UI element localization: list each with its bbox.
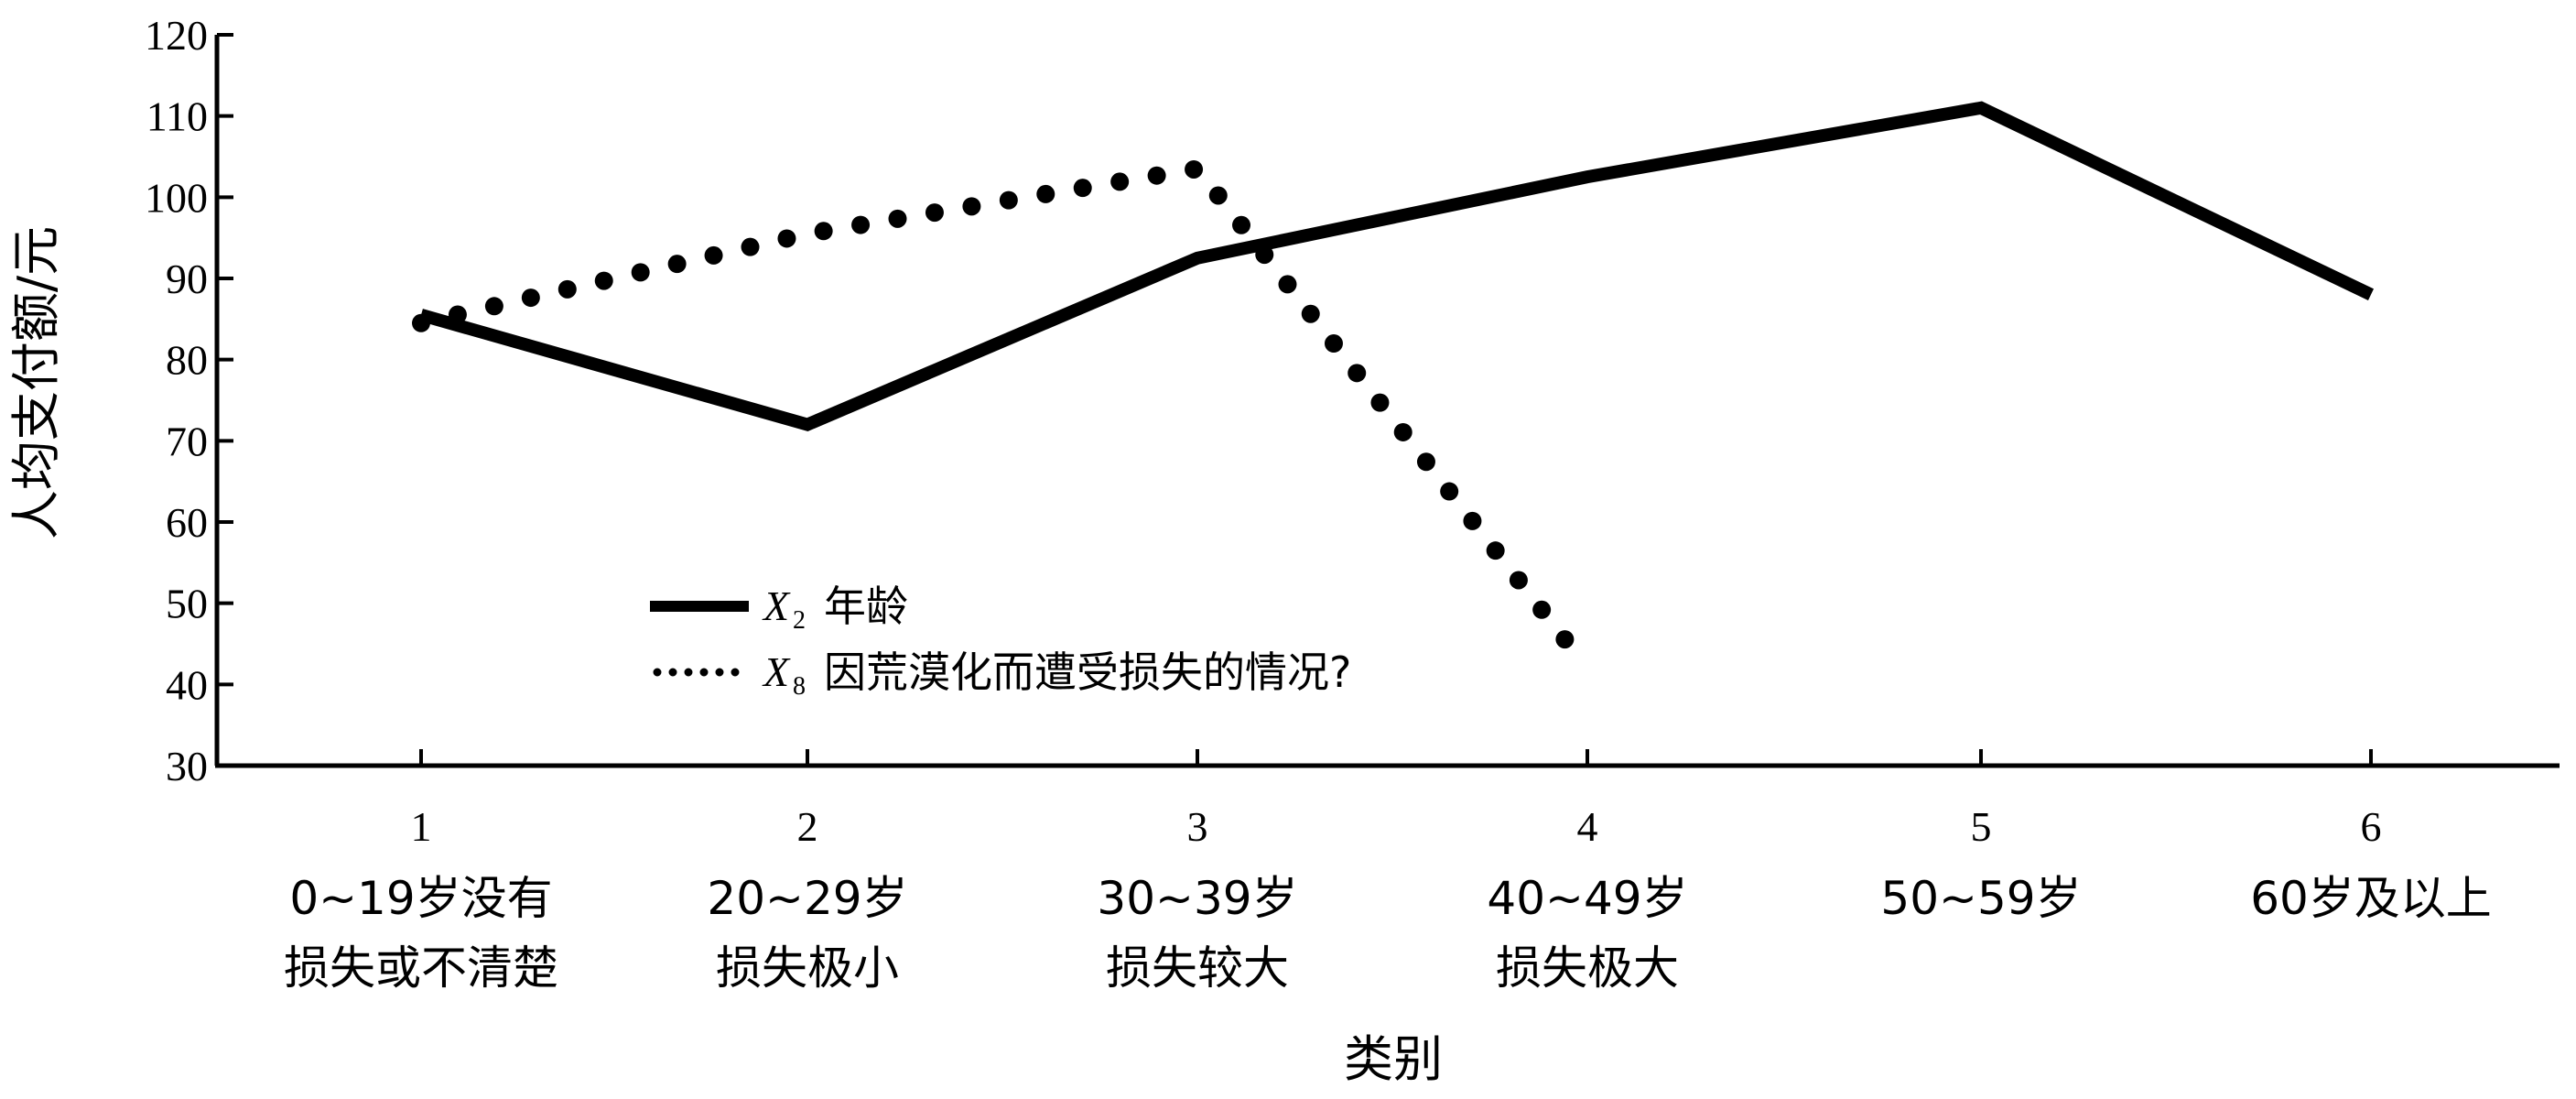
y-tick-label: 30	[166, 743, 208, 789]
y-tick-label: 100	[145, 174, 208, 221]
x-tick-label: 5	[1971, 803, 1992, 850]
x-category-label: 损失较大	[1106, 941, 1289, 995]
x-category-label: 损失或不清楚	[284, 941, 558, 995]
y-tick-label: 50	[166, 581, 208, 627]
x-category-label: 损失极小	[716, 941, 899, 995]
x-category-label: 40~49岁	[1487, 872, 1687, 925]
legend-label-2: 因荒漠化而遭受损失的情况?	[824, 647, 1351, 697]
series-line-1	[419, 101, 2375, 432]
x-tick-label: 1	[411, 803, 432, 850]
legend: X 2 年龄X 8 因荒漠化而遭受损失的情况?	[650, 582, 1351, 701]
y-tick-label: 80	[166, 337, 208, 384]
legend-variable-1: X	[762, 582, 791, 629]
series-layer	[412, 101, 2375, 678]
y-tick-label: 60	[166, 499, 208, 546]
x-tick-label: 3	[1187, 803, 1208, 850]
x-axis-title: 类别	[1344, 1030, 1443, 1088]
series-line-2	[412, 159, 1596, 678]
x-tick-label: 6	[2361, 803, 2382, 850]
x-tick-label: 4	[1577, 803, 1598, 850]
y-tick-label: 110	[146, 93, 208, 140]
y-tick-label: 40	[166, 661, 208, 708]
x-category-label: 60岁及以上	[2250, 872, 2492, 925]
x-category-label: 50~59岁	[1880, 872, 2081, 925]
x-category-label: 0~19岁没有	[289, 872, 552, 925]
y-tick-label: 70	[166, 418, 208, 464]
legend-subscript-1: 2	[793, 606, 806, 635]
x-category-label: 30~39岁	[1097, 872, 1297, 925]
x-category-label: 损失极大	[1496, 941, 1679, 995]
x-tick-label: 2	[797, 803, 818, 850]
legend-subscript-2: 8	[793, 672, 806, 701]
x-category-label: 20~29岁	[707, 872, 907, 925]
y-tick-label: 90	[166, 256, 208, 302]
legend-label-1: 年龄	[824, 582, 908, 631]
y-axis-title: 人均支付额/元	[7, 226, 65, 539]
y-tick-label: 120	[145, 12, 208, 59]
legend-variable-2: X	[762, 648, 791, 695]
